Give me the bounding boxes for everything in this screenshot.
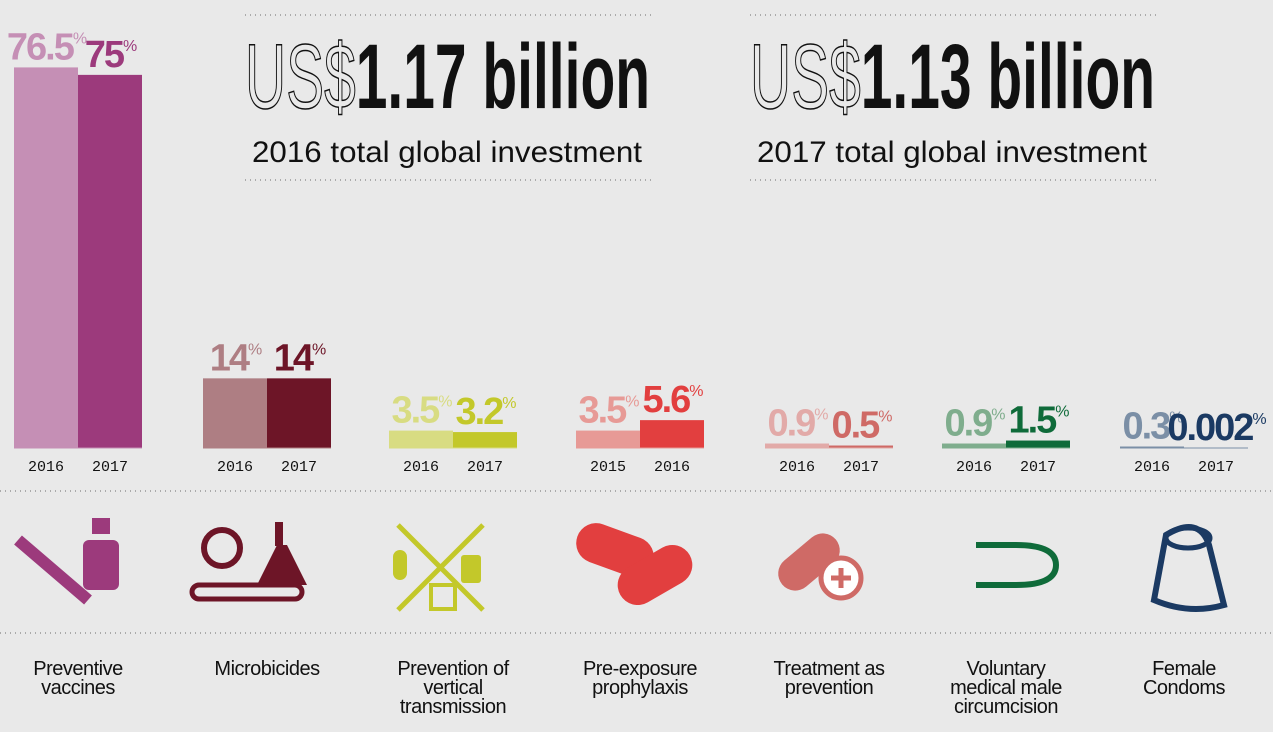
value-label: 3.2% — [455, 391, 516, 433]
value-label: 0.3% — [1122, 406, 1183, 448]
bar — [453, 432, 517, 448]
x-tick-label: 2017 — [467, 459, 503, 476]
headline: US$1.17 billion — [245, 26, 650, 128]
icon — [189, 582, 305, 602]
value-label: 0.9% — [767, 403, 828, 445]
x-tick-label: 2016 — [1134, 459, 1170, 476]
x-tick-label: 2017 — [92, 459, 128, 476]
icon — [778, 533, 840, 591]
value-label: 14% — [274, 337, 326, 379]
value-label: 75% — [85, 34, 137, 76]
dividers — [0, 14, 1273, 634]
headline: US$1.13 billion — [750, 26, 1155, 128]
icon — [461, 555, 481, 583]
amount: 1.13 billion — [861, 26, 1155, 128]
bar — [78, 74, 142, 448]
bar — [640, 420, 704, 448]
value-label: 0.5% — [831, 405, 892, 447]
icon — [257, 545, 307, 585]
icon — [429, 583, 457, 611]
x-tick-label: 2017 — [1198, 459, 1234, 476]
icon — [275, 522, 283, 546]
category-name: Microbicides — [214, 658, 320, 680]
value-label: 3.5% — [391, 390, 452, 432]
icon — [1163, 525, 1213, 551]
bar — [203, 378, 267, 448]
value-label: 1.5% — [1008, 400, 1069, 442]
x-tick-label: 2016 — [956, 459, 992, 476]
value-label: 5.6% — [642, 379, 703, 421]
icon — [14, 535, 92, 605]
currency: US$ — [245, 26, 356, 128]
category-name: Pre-exposure prophylaxis — [582, 658, 698, 699]
icon — [92, 518, 110, 534]
icon — [831, 568, 851, 588]
value-label: 76.5% — [7, 26, 87, 68]
x-tick-label: 2016 — [779, 459, 815, 476]
bar — [1120, 446, 1184, 448]
bar — [576, 430, 640, 448]
icon — [201, 527, 243, 569]
category-name: Voluntary medical male circumcision — [950, 658, 1062, 718]
x-tick-label: 2017 — [281, 459, 317, 476]
x-tick-label: 2016 — [403, 459, 439, 476]
x-tick-label: 2017 — [1020, 459, 1056, 476]
category-name: Female Condoms — [1142, 658, 1226, 699]
category-name: Treatment as prevention — [773, 658, 885, 699]
value-label: 14% — [210, 337, 262, 379]
icon — [617, 545, 693, 605]
category-name: Prevention of vertical transmission — [397, 658, 509, 718]
icon — [976, 542, 1060, 588]
bar — [1006, 440, 1070, 448]
amount: 1.17 billion — [356, 26, 650, 128]
currency: US$ — [750, 26, 861, 128]
icon — [396, 523, 485, 612]
headline-caption: 2016 total global investment — [252, 136, 643, 169]
x-tick-label: 2016 — [654, 459, 690, 476]
icon — [83, 540, 119, 590]
x-tick-label: 2017 — [843, 459, 879, 476]
value-label: 0.002% — [1167, 407, 1266, 449]
icon — [576, 523, 654, 577]
category-name: Preventive vaccines — [33, 658, 123, 699]
bar — [942, 443, 1006, 448]
bar — [14, 67, 78, 448]
headline-caption: 2017 total global investment — [757, 136, 1148, 169]
x-tick-label: 2016 — [28, 459, 64, 476]
bar — [267, 378, 331, 448]
icon — [393, 550, 407, 580]
x-tick-label: 2015 — [590, 459, 626, 476]
bar — [389, 430, 453, 448]
value-label: 3.5% — [578, 390, 639, 432]
x-tick-label: 2016 — [217, 459, 253, 476]
bar — [829, 445, 893, 448]
value-label: 0.9% — [944, 403, 1005, 445]
bar — [765, 443, 829, 448]
